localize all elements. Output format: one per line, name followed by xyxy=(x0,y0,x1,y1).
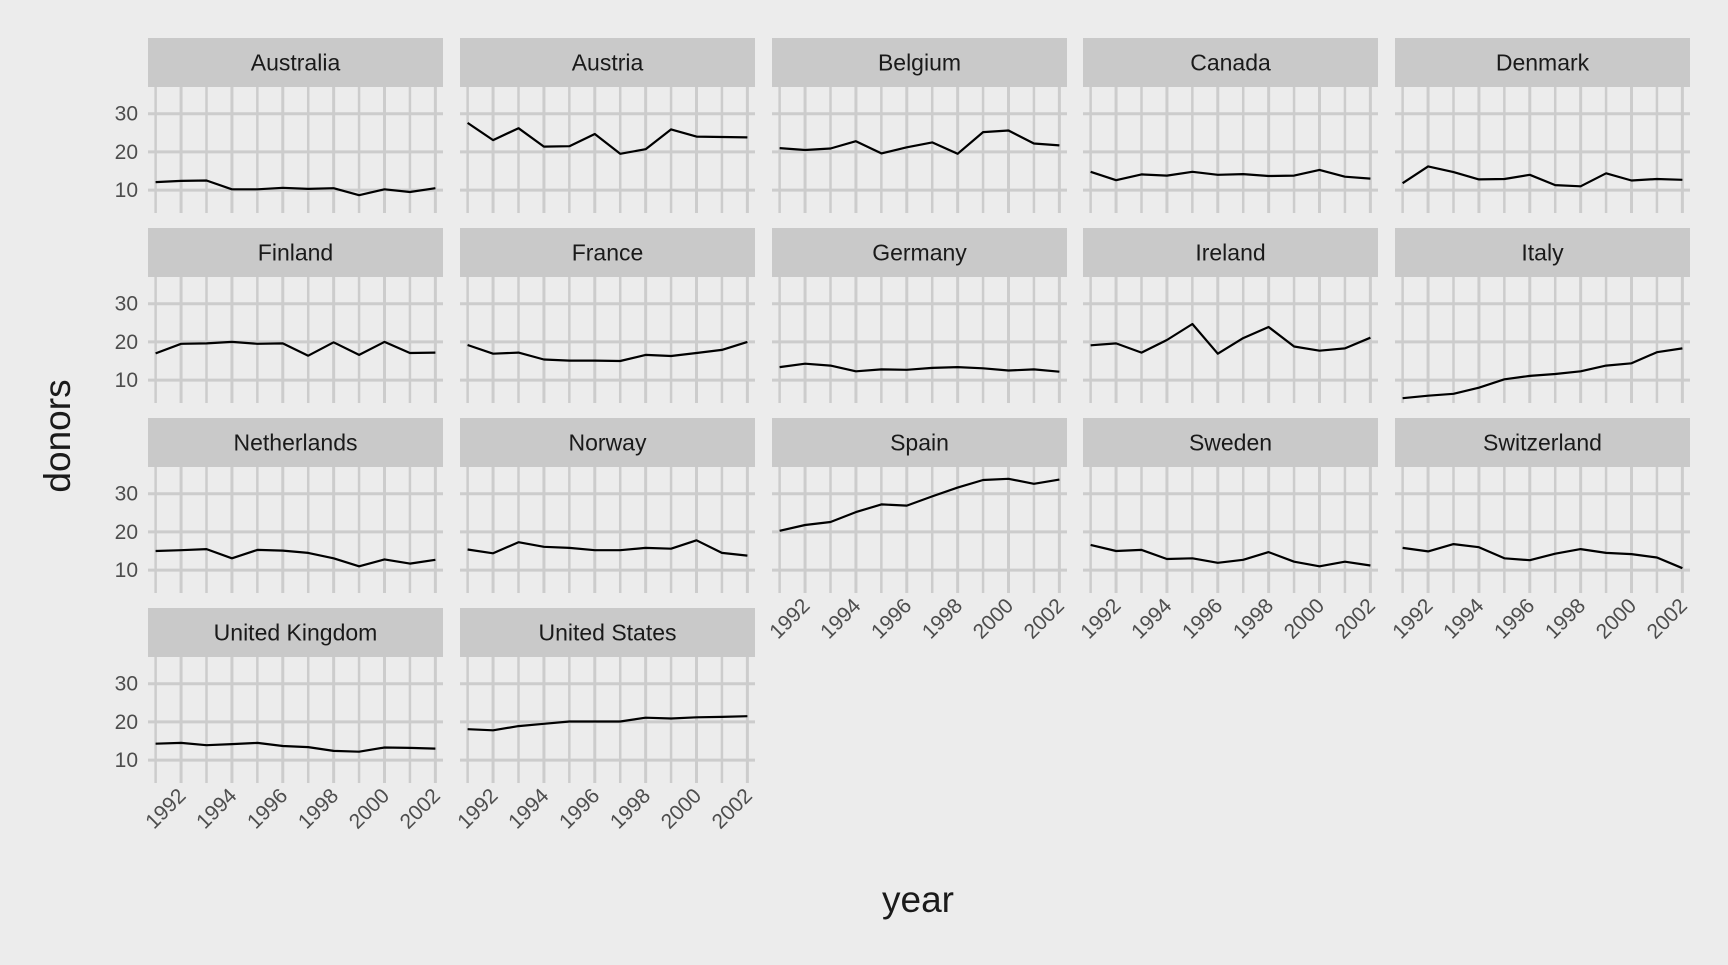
y-tick-label-20: 20 xyxy=(115,141,138,164)
strip-label-france: France xyxy=(572,240,644,266)
strip-label-australia: Australia xyxy=(251,50,341,76)
panel-italy: Italy xyxy=(1395,228,1690,403)
series-line-switzerland xyxy=(1402,542,1683,570)
strip-switzerland xyxy=(1395,418,1690,467)
strip-austria xyxy=(460,38,755,87)
y-tick-label-20: 20 xyxy=(115,521,138,544)
panel-finland: Finland 10 20 30 xyxy=(115,228,443,403)
panel-norway: Norway xyxy=(460,418,755,593)
strip-label-belgium: Belgium xyxy=(878,50,961,76)
series-line-austria xyxy=(466,121,748,155)
y-tick-label-10: 10 xyxy=(115,369,138,392)
series-line-italy xyxy=(1402,347,1683,400)
strip-belgium xyxy=(772,38,1067,87)
y-tick-label-10: 10 xyxy=(115,179,138,202)
panel-denmark: Denmark xyxy=(1395,38,1690,213)
y-tick-label-30: 30 xyxy=(115,673,138,696)
strip-australia xyxy=(148,38,443,87)
strip-finland xyxy=(148,228,443,277)
strip-united-kingdom xyxy=(148,608,443,657)
strip-label-united-kingdom: United Kingdom xyxy=(214,620,378,646)
strip-sweden xyxy=(1083,418,1378,467)
strip-label-switzerland: Switzerland xyxy=(1483,430,1602,456)
series-line-denmark xyxy=(1401,165,1683,188)
strip-label-denmark: Denmark xyxy=(1496,50,1590,76)
strip-label-germany: Germany xyxy=(872,240,967,266)
panel-netherlands: Netherlands 10 20 30 xyxy=(115,418,443,593)
series-line-germany xyxy=(779,362,1060,373)
series-line-canada xyxy=(1090,168,1371,182)
strip-spain xyxy=(772,418,1067,467)
strip-united-states xyxy=(460,608,755,657)
strip-label-finland: Finland xyxy=(258,240,333,266)
x-axis-title: year xyxy=(882,879,954,920)
strip-canada xyxy=(1083,38,1378,87)
y-tick-label-30: 30 xyxy=(115,293,138,316)
strip-label-united-states: United States xyxy=(538,620,676,646)
panel-australia: Australia 10 20 30 xyxy=(115,38,443,213)
panel-canada: Canada xyxy=(1083,38,1378,213)
strip-label-italy: Italy xyxy=(1521,240,1564,266)
series-line-france xyxy=(467,340,748,363)
panel-austria: Austria xyxy=(460,38,755,213)
strip-norway xyxy=(460,418,755,467)
facet-panels: Australia 10 20 30 Austria Belgium Canada Denma… xyxy=(115,38,1692,834)
panel-ireland: Ireland xyxy=(1083,228,1378,403)
y-tick-label-30: 30 xyxy=(115,483,138,506)
strip-label-austria: Austria xyxy=(572,50,644,76)
strip-ireland xyxy=(1083,228,1378,277)
panel-germany: Germany xyxy=(772,228,1067,403)
y-axis-title: donors xyxy=(37,379,78,492)
series-line-belgium xyxy=(779,129,1060,155)
strip-italy xyxy=(1395,228,1690,277)
panel-belgium: Belgium xyxy=(772,38,1067,213)
series-line-spain xyxy=(779,477,1060,532)
strip-label-netherlands: Netherlands xyxy=(233,430,357,456)
series-line-australia xyxy=(155,179,436,197)
y-tick-label-30: 30 xyxy=(115,103,138,126)
strip-label-spain: Spain xyxy=(890,430,949,456)
strip-germany xyxy=(772,228,1067,277)
strip-france xyxy=(460,228,755,277)
strip-label-sweden: Sweden xyxy=(1189,430,1272,456)
series-line-norway xyxy=(467,539,748,557)
y-tick-label-20: 20 xyxy=(115,331,138,354)
y-tick-label-10: 10 xyxy=(115,749,138,772)
strip-label-ireland: Ireland xyxy=(1195,240,1265,266)
series-line-netherlands xyxy=(155,547,436,568)
series-line-united-states xyxy=(467,715,748,732)
strip-denmark xyxy=(1395,38,1690,87)
series-line-sweden xyxy=(1090,543,1371,568)
strip-label-norway: Norway xyxy=(569,430,647,456)
panel-france: France xyxy=(460,228,755,403)
series-line-finland xyxy=(155,340,436,357)
strip-label-canada: Canada xyxy=(1190,50,1271,76)
series-line-united-kingdom xyxy=(155,741,436,753)
strip-netherlands xyxy=(148,418,443,467)
series-line-ireland xyxy=(1090,322,1371,355)
y-tick-label-20: 20 xyxy=(115,711,138,734)
y-tick-label-10: 10 xyxy=(115,559,138,582)
